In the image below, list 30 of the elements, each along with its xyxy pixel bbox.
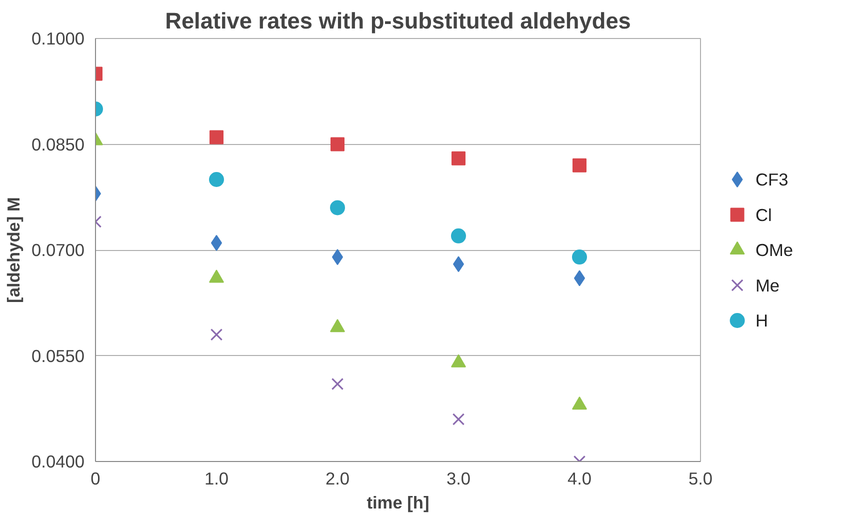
y-tick-label: 0.0850: [32, 134, 84, 154]
legend-label: CF3: [756, 170, 788, 190]
point: [330, 200, 345, 216]
point: [330, 137, 344, 152]
legend-label: H: [756, 310, 768, 330]
chart-title: Relative rates with p-substituted aldehydes: [165, 8, 631, 34]
point: [209, 172, 224, 187]
y-axis-title: [aldehyde] M: [4, 197, 24, 303]
x-tick-label: 3.0: [446, 468, 471, 488]
x-axis-title: time [h]: [366, 492, 430, 512]
point: [210, 130, 224, 144]
x-tick-label: 1.0: [204, 468, 229, 488]
point: [572, 158, 586, 172]
point: [452, 413, 465, 426]
point: [572, 250, 587, 265]
point: [210, 328, 223, 341]
x-tick-label: 5.0: [688, 468, 713, 488]
legend-label: OMe: [756, 240, 794, 260]
y-tick-label: 0.0700: [32, 240, 84, 260]
y-tick-label: 0.1000: [32, 28, 84, 48]
legend-label: Cl: [756, 204, 772, 225]
point: [452, 151, 466, 166]
point: [451, 228, 466, 244]
x-tick-label: 4.0: [567, 468, 592, 488]
x-tick-label: 2.0: [325, 468, 350, 488]
x-tick-label: 0: [90, 468, 100, 488]
legend-label: Me: [756, 275, 780, 296]
y-tick-label: 0.0550: [32, 346, 84, 366]
point: [331, 378, 344, 390]
y-tick-label: 0.0400: [32, 452, 84, 472]
